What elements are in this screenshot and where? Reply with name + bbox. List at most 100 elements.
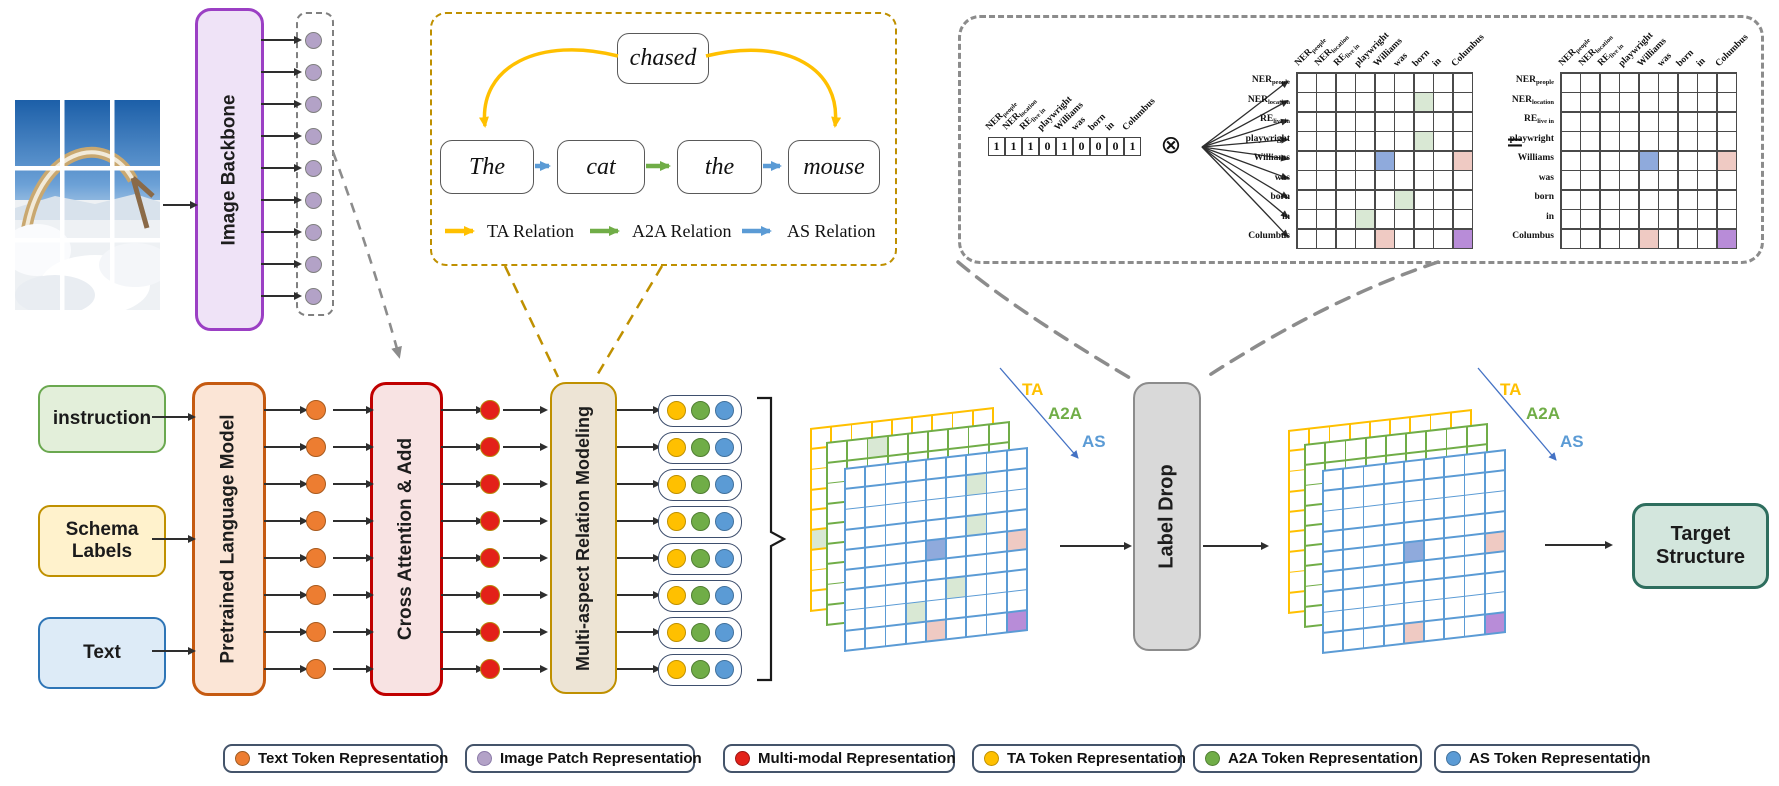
patch-arrow xyxy=(261,291,302,300)
grid-cell xyxy=(1424,478,1444,499)
grid-cell xyxy=(1485,612,1504,634)
grid-cell xyxy=(1485,451,1504,472)
grid-cell xyxy=(1485,491,1504,513)
grid-cell xyxy=(1324,610,1343,632)
multimodal-circle xyxy=(480,511,500,531)
grid-cell xyxy=(906,622,925,643)
matrix-cell xyxy=(1698,93,1716,111)
funnel-olive-right xyxy=(594,265,664,378)
a2a-token-circle xyxy=(691,660,710,679)
ta-token-circle xyxy=(667,512,686,531)
as-token-circle xyxy=(715,475,734,494)
matrix-cell xyxy=(1561,190,1580,209)
text-token-circle xyxy=(306,659,326,679)
grid-cell xyxy=(846,608,865,630)
grid-cell xyxy=(987,451,1006,473)
grid-cell xyxy=(1467,425,1486,446)
matrix-cell xyxy=(1581,132,1599,150)
grid-cell xyxy=(908,432,928,453)
grid-cell xyxy=(1406,432,1426,453)
grid-cell xyxy=(926,458,946,479)
legend-label: Text Token Representation xyxy=(258,750,449,767)
grid-cell xyxy=(946,617,966,639)
grid-cell xyxy=(926,579,946,601)
matrix-cell xyxy=(1581,171,1599,189)
matrix-cell xyxy=(1395,73,1413,92)
photo-to-backbone-arrow xyxy=(163,200,198,209)
grid-cell xyxy=(1445,577,1464,598)
plm-out-arrow xyxy=(264,627,308,636)
legend-label: A2A Token Representation xyxy=(1228,750,1419,767)
grid-cell xyxy=(846,548,865,569)
grid-cell xyxy=(886,463,905,484)
mask-vector-cell: 1 xyxy=(1022,137,1039,156)
image-patch-token xyxy=(304,95,322,113)
mask-vector-cell: 1 xyxy=(1124,137,1141,156)
aspect-token-pill xyxy=(658,432,742,464)
grid-cell xyxy=(866,566,885,587)
grid-cell xyxy=(926,559,946,580)
plm-out-arrow xyxy=(264,553,308,562)
relation-legend-label: AS Relation xyxy=(787,221,876,241)
matrix-cell xyxy=(1356,132,1374,150)
matrix-cell xyxy=(1698,171,1716,189)
matrix-cell xyxy=(1414,171,1433,189)
matrix-cell xyxy=(1600,229,1619,248)
matrix-cell xyxy=(1297,171,1316,189)
grid-cell xyxy=(1344,487,1363,509)
grid-cell xyxy=(1424,498,1444,520)
matrix-cell xyxy=(1639,73,1658,92)
matrix-cell xyxy=(1659,93,1677,111)
grid-cell xyxy=(1346,439,1365,460)
grid-cell xyxy=(846,629,865,650)
snow-arch-photo xyxy=(3,100,171,315)
matrix-cell xyxy=(1620,190,1638,209)
matrix-cell xyxy=(1414,73,1433,92)
matrix-cell xyxy=(1453,229,1472,248)
matrix-cell xyxy=(1561,73,1580,92)
grid-cell xyxy=(906,460,925,482)
a2a-token-circle xyxy=(691,623,710,642)
input-image xyxy=(3,100,171,315)
grid-cell xyxy=(1364,485,1383,506)
matrix-cell xyxy=(1698,112,1716,131)
ta-token-circle xyxy=(667,660,686,679)
matrix-cell xyxy=(1717,171,1736,189)
legend-token-icon xyxy=(735,751,750,766)
grid-cell xyxy=(1404,460,1424,481)
matrix-cell xyxy=(1375,93,1394,111)
matrix-cell xyxy=(1375,210,1394,228)
label-matrix-after xyxy=(1560,72,1737,249)
matrix-cell xyxy=(1659,132,1677,150)
grid-cell xyxy=(906,602,925,623)
as-token-circle xyxy=(715,623,734,642)
matrix-cell xyxy=(1561,112,1580,131)
grid-cell xyxy=(1465,534,1484,555)
input-box-text: Text xyxy=(38,617,166,689)
aspect-token-pill xyxy=(658,506,742,538)
grid-cell xyxy=(1007,469,1026,490)
matrix-cell xyxy=(1581,210,1599,228)
legend-item: AS Token Representation xyxy=(1434,744,1650,773)
grid-cell xyxy=(1465,453,1484,475)
grid-cell xyxy=(1424,559,1444,580)
matrix-cell xyxy=(1561,151,1580,170)
grid-cell xyxy=(1384,563,1403,585)
matrix-cell xyxy=(1659,190,1677,209)
marm-box: Multi-aspect Relation Modeling xyxy=(550,382,617,694)
cross-out-arrow xyxy=(441,664,484,673)
matrix-cell xyxy=(1717,132,1736,150)
matrix-cell xyxy=(1317,171,1335,189)
stack-label-a2a: A2A xyxy=(1526,404,1561,423)
grid-cell xyxy=(1384,462,1403,484)
cross-out-arrow xyxy=(441,590,484,599)
grid-cell xyxy=(946,456,966,477)
word-box: cat xyxy=(557,140,645,194)
matrix-cell xyxy=(1639,210,1658,228)
as-token-circle xyxy=(715,586,734,605)
matrix-cell xyxy=(1356,171,1374,189)
aspect-token-pill xyxy=(658,580,742,612)
grid-cell xyxy=(967,554,986,576)
grid-cell xyxy=(967,494,986,515)
legend-item: A2A Token Representation xyxy=(1193,744,1422,773)
